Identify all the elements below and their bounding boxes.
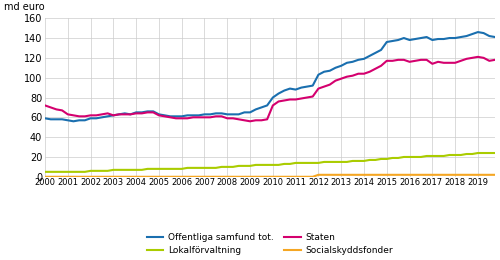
Line: Offentliga samfund tot.: Offentliga samfund tot.: [45, 32, 495, 121]
Lokalförvaltning: [42, 170, 48, 173]
Staten: [42, 104, 48, 107]
Lokalförvaltning: [475, 151, 481, 154]
Line: Socialskyddsfonder: Socialskyddsfonder: [45, 175, 495, 177]
Offentliga samfund tot.: [247, 111, 253, 114]
Staten: [338, 77, 344, 80]
Staten: [356, 72, 362, 75]
Lokalförvaltning: [350, 159, 356, 162]
Offentliga samfund tot.: [338, 64, 344, 67]
Lokalförvaltning: [310, 161, 316, 165]
Socialskyddsfonder: [316, 173, 322, 176]
Socialskyddsfonder: [242, 175, 248, 178]
Offentliga samfund tot.: [356, 58, 362, 61]
Line: Staten: Staten: [45, 57, 495, 121]
Offentliga samfund tot.: [446, 36, 452, 40]
Text: md euro: md euro: [4, 2, 45, 12]
Staten: [247, 120, 253, 123]
Lokalförvaltning: [332, 160, 338, 164]
Socialskyddsfonder: [321, 173, 327, 176]
Socialskyddsfonder: [492, 173, 498, 176]
Offentliga samfund tot.: [316, 73, 322, 76]
Staten: [316, 87, 322, 90]
Lokalförvaltning: [316, 161, 322, 165]
Line: Lokalförvaltning: Lokalförvaltning: [45, 153, 495, 172]
Staten: [492, 58, 498, 61]
Staten: [321, 85, 327, 88]
Lokalförvaltning: [492, 151, 498, 154]
Offentliga samfund tot.: [321, 70, 327, 73]
Socialskyddsfonder: [446, 173, 452, 176]
Socialskyddsfonder: [310, 175, 316, 178]
Legend: Offentliga samfund tot., Lokalförvaltning, Staten, Socialskyddsfonder: Offentliga samfund tot., Lokalförvaltnin…: [147, 233, 393, 256]
Staten: [446, 61, 452, 64]
Offentliga samfund tot.: [492, 35, 498, 38]
Lokalförvaltning: [242, 164, 248, 167]
Lokalförvaltning: [440, 154, 446, 158]
Socialskyddsfonder: [356, 173, 362, 176]
Staten: [475, 55, 481, 58]
Socialskyddsfonder: [338, 173, 344, 176]
Socialskyddsfonder: [42, 175, 48, 178]
Offentliga samfund tot.: [42, 117, 48, 120]
Staten: [242, 119, 248, 122]
Offentliga samfund tot.: [70, 120, 76, 123]
Offentliga samfund tot.: [475, 30, 481, 34]
